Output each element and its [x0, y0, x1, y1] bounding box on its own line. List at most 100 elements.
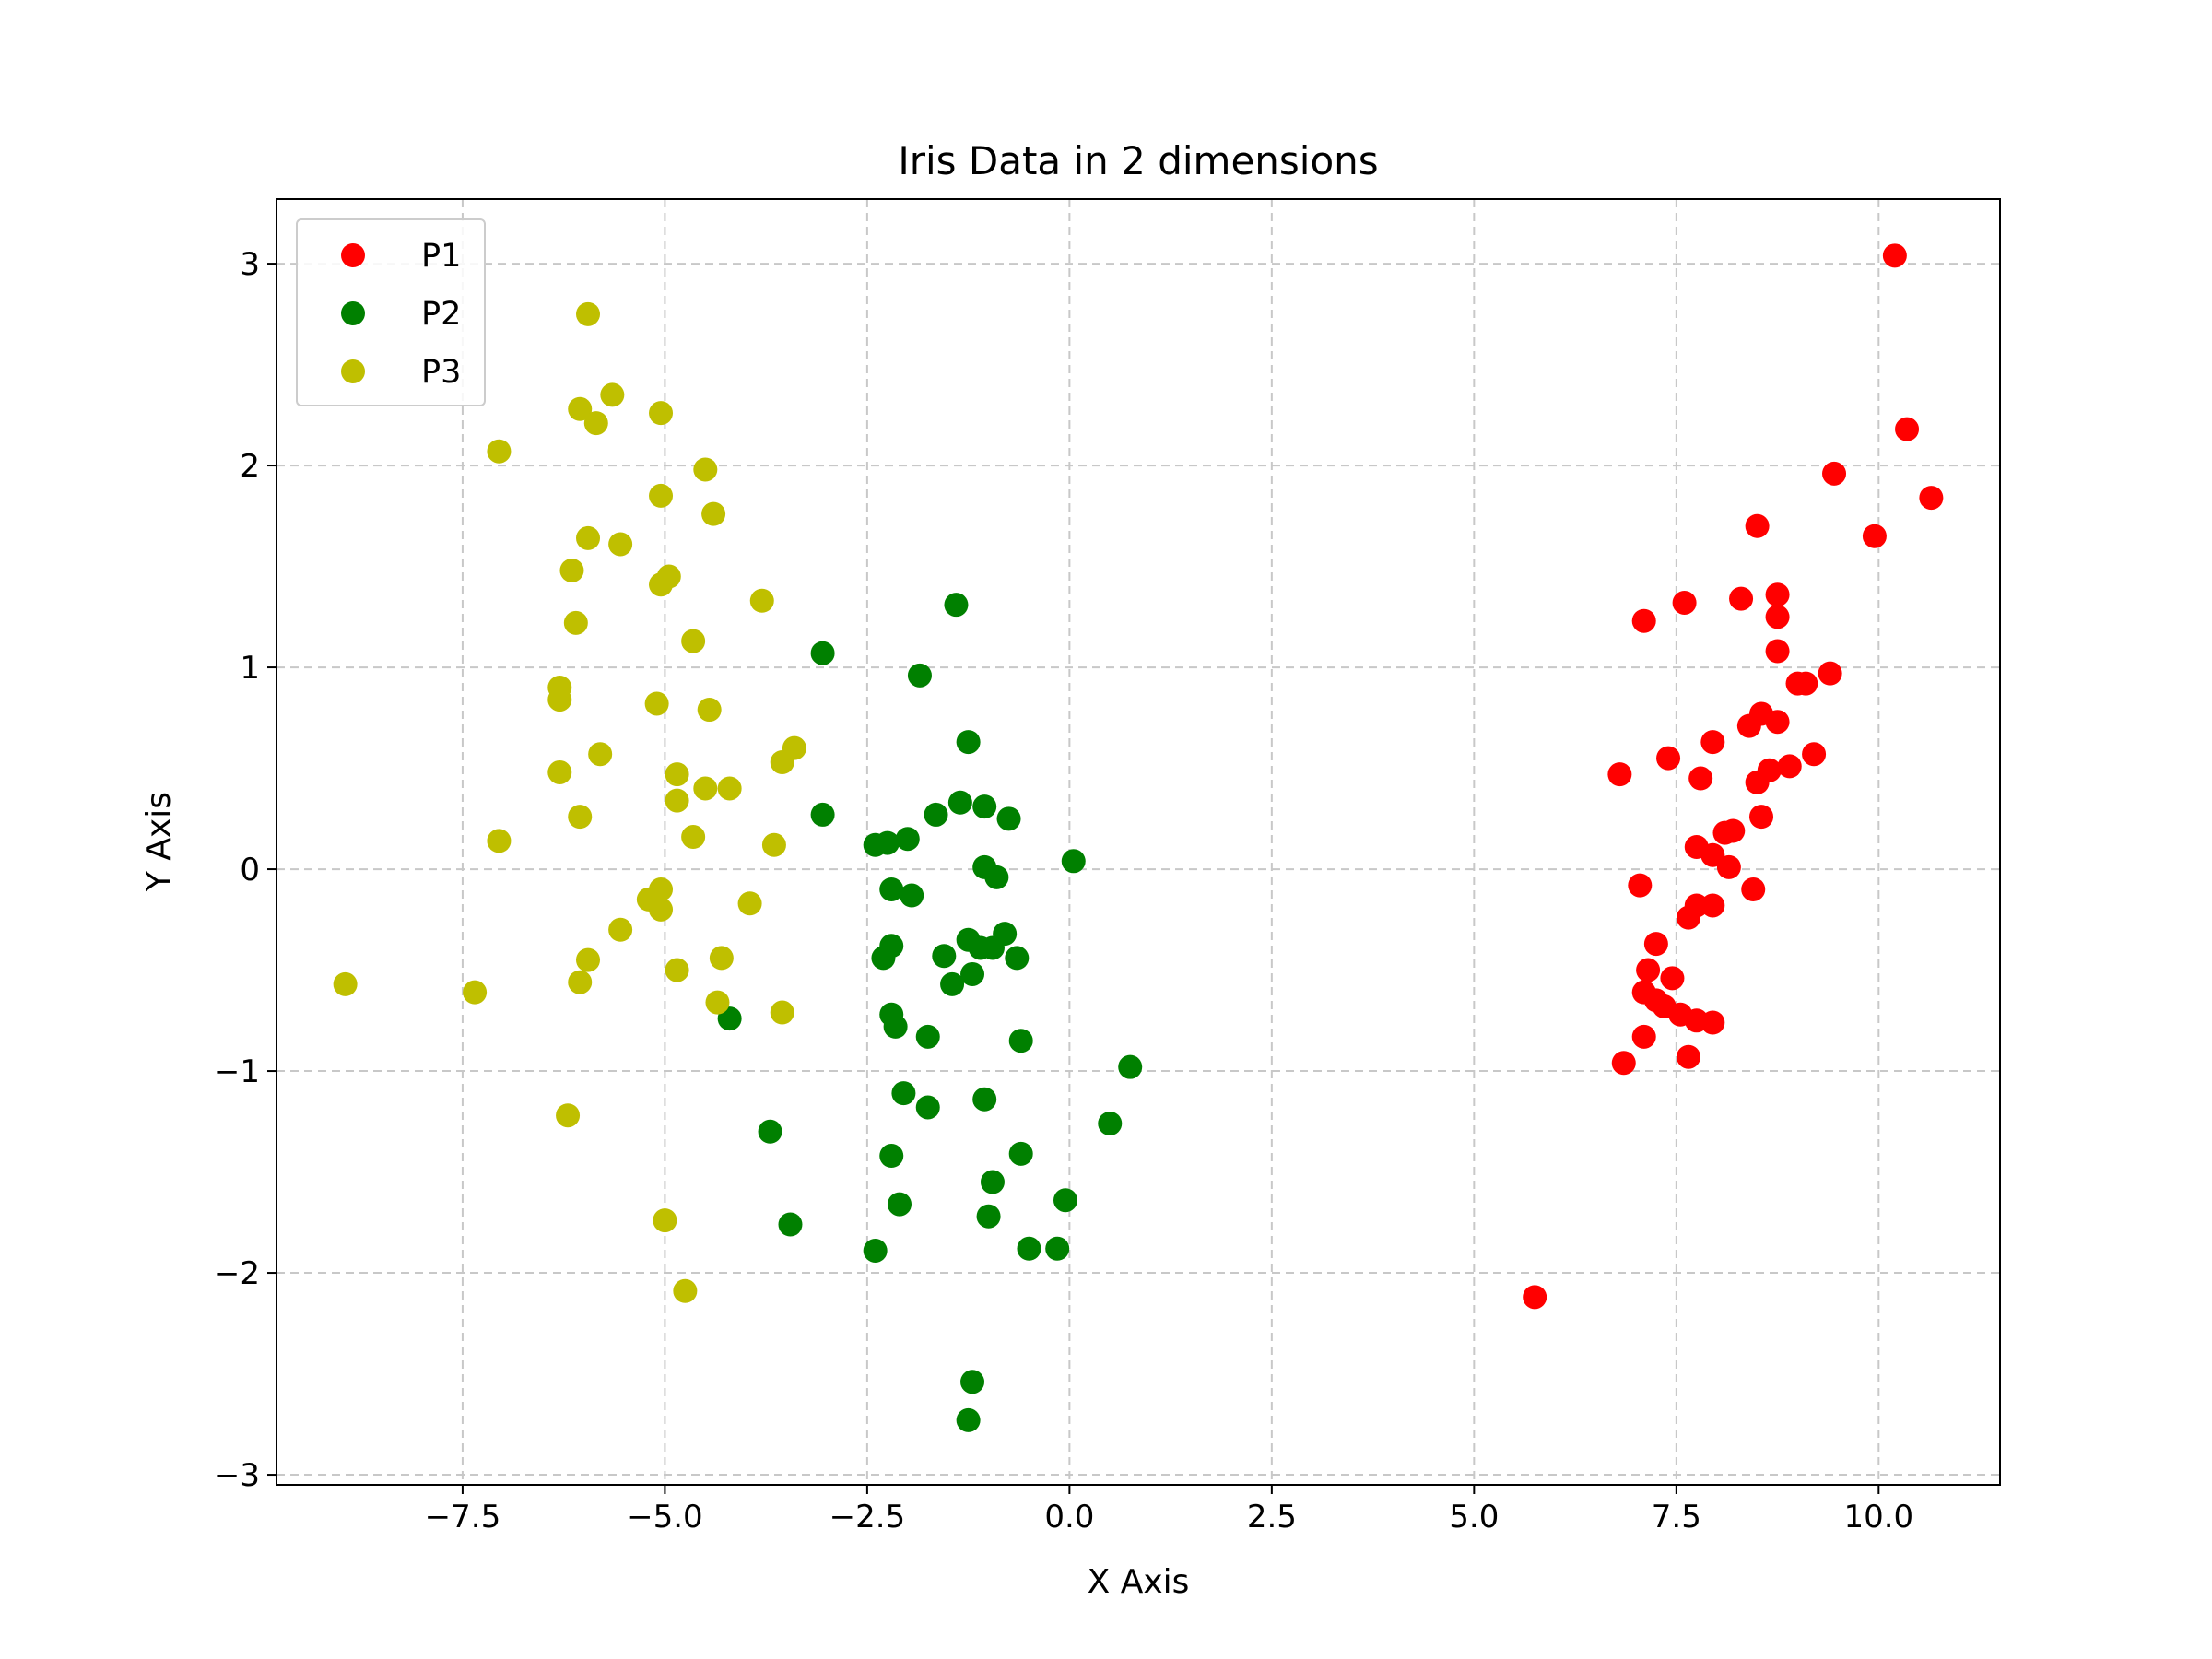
data-point [681, 825, 706, 850]
data-point [972, 794, 997, 819]
legend: P1 P2 P3 [296, 218, 486, 406]
data-point [907, 663, 932, 688]
data-point [871, 946, 896, 971]
data-point [1688, 766, 1713, 791]
data-point [559, 558, 584, 582]
data-point [940, 971, 965, 996]
x-tick-label: 0.0 [1044, 1499, 1094, 1535]
data-point [1794, 671, 1818, 696]
data-point [956, 1407, 981, 1432]
legend-marker [341, 243, 365, 267]
data-point [576, 947, 601, 972]
data-point [563, 610, 588, 635]
data-point [1919, 486, 1944, 511]
data-point [576, 525, 601, 550]
data-point [673, 1278, 698, 1303]
data-point [1656, 746, 1681, 771]
data-point [1676, 905, 1700, 930]
data-point [996, 806, 1021, 831]
y-tick-label: 0 [240, 852, 260, 888]
data-point [709, 946, 734, 971]
legend-box [296, 218, 486, 406]
data-point [576, 301, 601, 326]
y-tick-label: 2 [240, 448, 260, 485]
y-tick-label: 1 [240, 650, 260, 687]
y-tick-label: −1 [214, 1053, 260, 1090]
data-point [463, 980, 488, 1005]
x-axis-label: X Axis [1088, 1563, 1190, 1601]
data-point [644, 691, 669, 716]
data-point [749, 588, 774, 613]
data-point [883, 1014, 908, 1039]
x-tick-label: 2.5 [1247, 1499, 1297, 1535]
data-point [583, 411, 608, 436]
data-point [649, 401, 674, 426]
data-point [1716, 854, 1741, 879]
data-point [915, 1095, 940, 1120]
data-point [960, 1370, 985, 1394]
data-point [1765, 582, 1790, 607]
data-point [863, 1238, 888, 1263]
data-point [972, 1087, 997, 1112]
data-point [1765, 605, 1790, 629]
data-point [1895, 417, 1920, 441]
data-point [665, 788, 689, 813]
series-p2 [717, 593, 1143, 1432]
y-tick-label: 3 [240, 246, 260, 283]
x-axis-ticks: −7.5 −5.0 −2.5 0.0 2.5 5.0 7.5 10.0 [425, 1485, 1913, 1535]
data-point [924, 802, 948, 827]
data-point [665, 958, 689, 982]
data-point [1862, 524, 1887, 548]
data-point [717, 776, 742, 801]
data-point [1745, 770, 1770, 794]
data-point [1672, 590, 1697, 615]
data-point [653, 1208, 677, 1233]
data-point [1098, 1111, 1123, 1135]
y-tick-label: −2 [214, 1255, 260, 1292]
data-point [1729, 586, 1754, 611]
data-point [875, 830, 900, 855]
y-axis-label: Y Axis [140, 792, 178, 892]
data-point [608, 917, 633, 942]
data-point [1676, 1044, 1700, 1069]
data-point [693, 776, 718, 801]
data-point [1736, 713, 1761, 738]
data-point [895, 827, 920, 852]
data-point [1607, 762, 1632, 787]
data-point [944, 593, 969, 618]
data-point [1611, 1051, 1636, 1076]
data-point [1749, 805, 1774, 830]
data-point [1631, 1024, 1656, 1049]
data-point [1118, 1054, 1143, 1079]
data-point [888, 1192, 912, 1217]
data-point [980, 1170, 1005, 1194]
data-point [649, 483, 674, 508]
y-tick-label: −3 [214, 1457, 260, 1494]
data-point [956, 730, 981, 755]
data-point [1818, 661, 1842, 686]
data-point [900, 883, 924, 908]
plot-frame [276, 198, 2001, 1486]
data-point [649, 572, 674, 597]
legend-entries: P1 P2 P3 [341, 238, 461, 391]
data-point [547, 688, 572, 712]
data-point [1643, 932, 1668, 957]
data-point [1053, 1188, 1077, 1213]
data-point [915, 1024, 940, 1049]
data-point [556, 1103, 581, 1128]
legend-label: P3 [421, 354, 461, 391]
data-point [879, 877, 904, 901]
data-point [1008, 1029, 1033, 1053]
data-point [568, 970, 593, 994]
x-tick-label: 10.0 [1843, 1499, 1913, 1535]
x-tick-label: 7.5 [1652, 1499, 1701, 1535]
x-tick-label: 5.0 [1449, 1499, 1499, 1535]
data-point [333, 971, 358, 996]
data-point [879, 1144, 904, 1169]
x-tick-label: −7.5 [425, 1499, 501, 1535]
data-point [1631, 608, 1656, 633]
data-point [568, 396, 593, 421]
data-point [984, 865, 1009, 889]
x-tick-label: −5.0 [627, 1499, 703, 1535]
